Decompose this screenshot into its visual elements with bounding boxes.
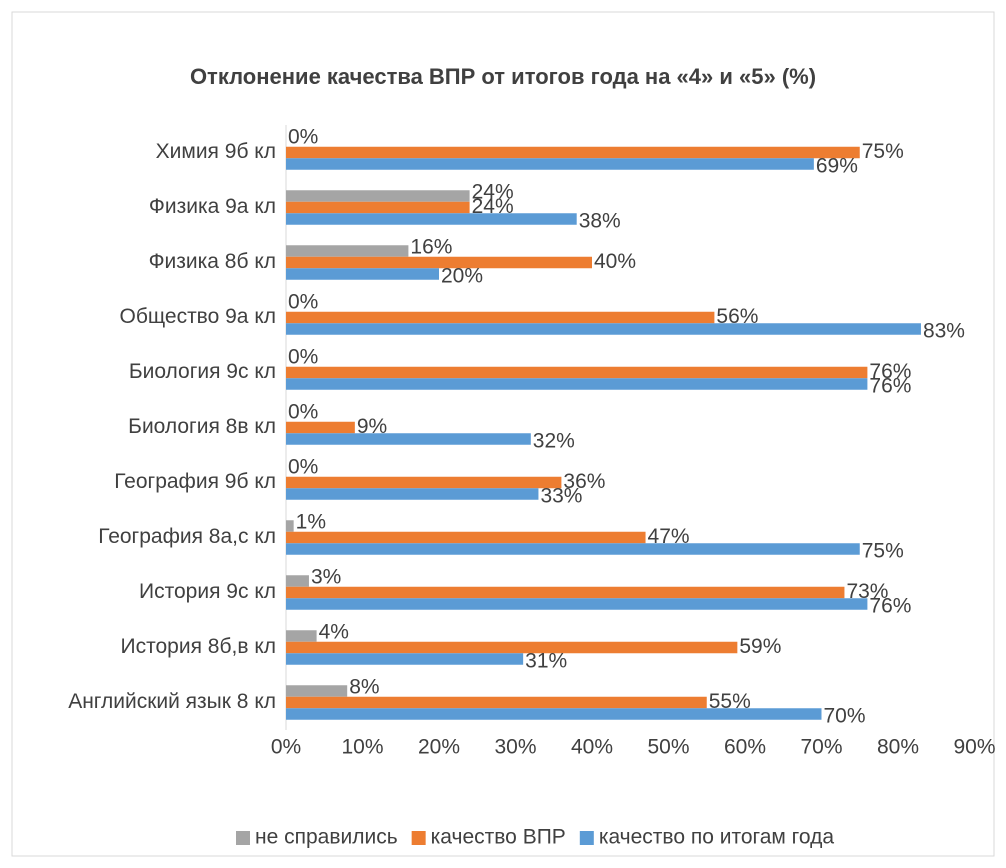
value-label: 47% [648, 525, 690, 548]
x-tick-label: 0% [271, 736, 301, 759]
bar [286, 366, 868, 379]
x-tick-label: 80% [877, 736, 919, 759]
value-label: 56% [716, 305, 758, 328]
value-label: 24% [472, 195, 514, 218]
legend-swatch [579, 831, 594, 845]
bar [286, 653, 524, 665]
bar [286, 476, 562, 489]
value-label: 9% [357, 415, 387, 438]
y-tick-label: Физика 8б кл [149, 250, 276, 273]
value-label: 1% [296, 511, 326, 534]
value-label: 3% [311, 566, 341, 589]
bar [286, 213, 577, 225]
bar [286, 433, 531, 445]
bar [286, 323, 921, 335]
chart-title: Отклонение качества ВПР от итогов года н… [190, 64, 816, 89]
value-label: 69% [816, 155, 858, 178]
x-tick-label: 30% [494, 736, 536, 759]
bar [286, 256, 592, 269]
value-label: 76% [869, 360, 911, 383]
bar [286, 421, 355, 434]
y-tick-label: Общество 9а кл [119, 305, 276, 328]
bar [286, 146, 860, 159]
value-label: 0% [288, 346, 318, 369]
value-label: 73% [846, 580, 888, 603]
x-tick-label: 20% [418, 736, 460, 759]
value-label: 31% [525, 650, 567, 673]
bar [286, 488, 539, 500]
bar [286, 598, 868, 610]
bar [286, 201, 470, 214]
bar [286, 630, 317, 642]
bar [286, 311, 715, 324]
bar [286, 520, 294, 532]
x-tick-label: 60% [724, 736, 766, 759]
y-tick-label: География 8а,с кл [98, 525, 276, 548]
bar [286, 531, 646, 544]
value-label: 16% [410, 236, 452, 259]
bar [286, 641, 738, 654]
y-tick-label: История 9с кл [139, 580, 276, 603]
value-label: 0% [288, 401, 318, 424]
legend-label: качество по итогам года [599, 826, 835, 849]
bar [286, 245, 409, 257]
y-tick-label: Биология 9с кл [129, 360, 276, 383]
bar [286, 696, 707, 709]
y-tick-label: История 8б,в кл [121, 635, 276, 658]
value-label: 0% [288, 456, 318, 479]
bar [286, 268, 439, 280]
legend-label: качество ВПР [431, 826, 566, 849]
value-label: 24% [472, 181, 514, 204]
x-tick-label: 90% [953, 736, 995, 759]
bar [286, 685, 348, 697]
value-label: 8% [349, 676, 379, 699]
y-tick-label: География 9б кл [114, 470, 276, 493]
value-label: 0% [288, 291, 318, 314]
value-label: 70% [824, 705, 866, 728]
value-label: 38% [579, 210, 621, 233]
x-tick-label: 10% [341, 736, 383, 759]
bar [286, 586, 845, 599]
value-label: 59% [739, 635, 781, 658]
y-tick-label: Физика 9а кл [149, 195, 276, 218]
value-label: 40% [594, 250, 636, 273]
bar [286, 543, 860, 555]
y-tick-label: Английский язык 8 кл [68, 690, 276, 713]
x-tick-label: 40% [571, 736, 613, 759]
bar [286, 575, 309, 587]
bar [286, 190, 470, 202]
bar [286, 708, 822, 720]
value-label: 0% [288, 126, 318, 149]
legend-swatch [411, 831, 426, 845]
x-tick-label: 50% [647, 736, 689, 759]
legend-swatch [236, 831, 250, 845]
value-label: 55% [709, 690, 751, 713]
bar [286, 378, 868, 390]
value-label: 76% [869, 375, 911, 398]
value-label: 76% [869, 595, 911, 618]
x-tick-label: 70% [800, 736, 842, 759]
y-tick-label: Биология 8в кл [128, 415, 276, 438]
bar [286, 158, 814, 170]
y-tick-label: Химия 9б кл [156, 140, 276, 163]
legend-label: не справились [255, 826, 398, 849]
value-label: 33% [540, 485, 582, 508]
value-label: 75% [862, 140, 904, 163]
value-label: 32% [533, 430, 575, 453]
value-label: 20% [441, 265, 483, 288]
value-label: 83% [923, 320, 965, 343]
value-label: 75% [862, 540, 904, 563]
value-label: 4% [319, 621, 349, 644]
value-label: 36% [563, 470, 605, 493]
